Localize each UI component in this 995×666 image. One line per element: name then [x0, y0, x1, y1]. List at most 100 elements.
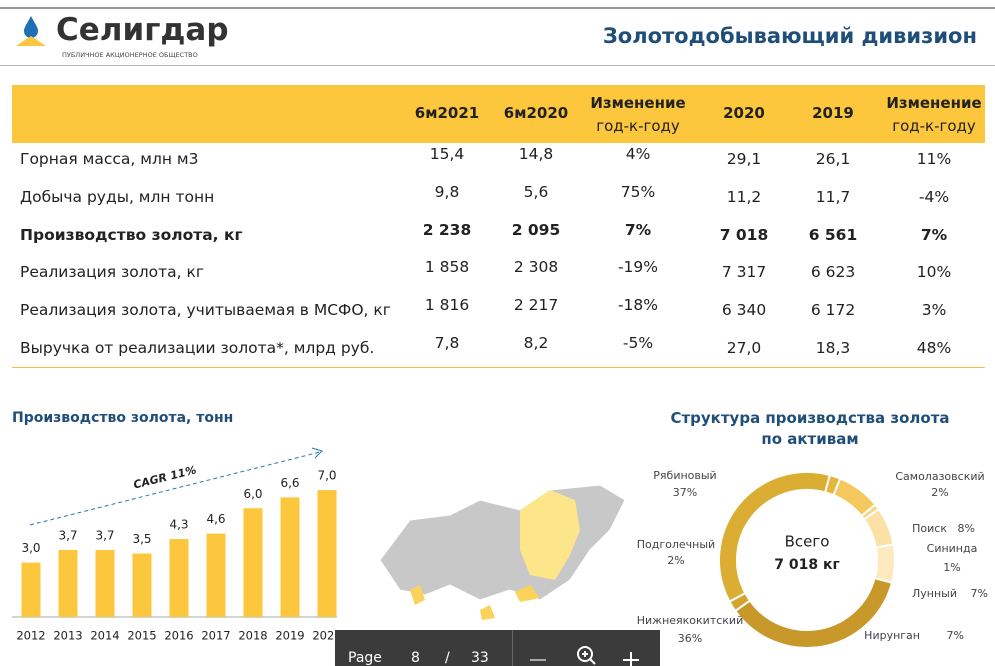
bar-chart: Производство золота, тонн CAGR 11% 3,020…	[12, 410, 342, 643]
slice-name: Поиск	[912, 522, 947, 535]
center-value: 7 018 кг	[774, 557, 840, 573]
slice-value: 8%	[958, 522, 975, 535]
slice-value: 7%	[947, 629, 964, 642]
cagr-arrowhead	[311, 447, 323, 459]
cell: 7 317	[721, 263, 767, 281]
value-label: 3,5	[132, 532, 151, 546]
column-header: 6м2020	[503, 104, 569, 122]
cell: 48%	[916, 339, 952, 357]
value-label: 3,7	[58, 528, 77, 542]
top-rule	[0, 7, 995, 9]
slide-title: Золотодобывающий дивизион	[602, 24, 977, 48]
table-header-band	[12, 85, 985, 143]
cell: 7,8	[434, 334, 460, 352]
bar	[169, 539, 189, 617]
cell: 14,8	[518, 145, 554, 163]
slice-value: 7%	[971, 587, 988, 600]
cell: -18%	[617, 296, 659, 314]
row-label: Выручка от реализации золота*, млрд руб.	[20, 339, 375, 357]
slice-name: Нирунган	[864, 629, 920, 642]
slice-name: Самолазовский	[895, 470, 984, 483]
cell: 29,1	[726, 150, 762, 168]
cell: 11%	[916, 150, 952, 168]
cell: 7 018	[719, 226, 769, 244]
x-tick-label: 2020	[312, 629, 341, 643]
cagr-arrow	[29, 451, 321, 526]
cell: 8,2	[523, 334, 549, 352]
cell: 1 816	[424, 296, 470, 314]
column-header: Изменение	[590, 94, 686, 112]
cell: 7%	[624, 221, 652, 239]
value-label: 3,7	[95, 528, 114, 542]
cell: -4%	[918, 188, 950, 206]
cell: 2 095	[511, 221, 561, 239]
value-label: 4,6	[206, 512, 225, 526]
x-tick-label: 2016	[164, 629, 193, 643]
column-header: 2020	[723, 104, 765, 122]
donut-segment	[718, 471, 832, 603]
bar	[243, 508, 263, 617]
cell: 27,0	[726, 339, 762, 357]
x-tick-label: 2017	[201, 629, 230, 643]
page-label: Page	[348, 650, 382, 666]
cell: 6 623	[810, 263, 856, 281]
chart-title: Структура производства золота по активам	[670, 409, 950, 448]
x-tick-label: 2019	[275, 629, 304, 643]
cell: 2 217	[513, 296, 559, 314]
slice-value: 2%	[931, 486, 948, 499]
cell: 7%	[920, 226, 948, 244]
slice-value: 37%	[673, 486, 697, 499]
cell: 10%	[916, 263, 952, 281]
bar	[280, 497, 300, 617]
donut-segment	[873, 543, 896, 585]
zoom-in[interactable]	[623, 652, 639, 666]
value-label: 4,3	[169, 518, 188, 532]
cell: 11,7	[815, 188, 851, 206]
bar	[206, 533, 226, 617]
toolbar: Page 8 / 33	[335, 630, 660, 666]
row-label: Реализация золота, кг	[20, 263, 204, 281]
row-label: Реализация золота, учитываемая в МСФО, к…	[20, 301, 391, 319]
map	[379, 484, 626, 620]
slice-value: 1%	[943, 561, 960, 574]
logo: Селигдар	[56, 12, 229, 48]
bar	[317, 490, 337, 617]
cell: 9,8	[434, 183, 460, 201]
header-rule	[0, 65, 995, 66]
x-tick-label: 2018	[238, 629, 267, 643]
value-label: 6,6	[280, 476, 299, 490]
x-tick-label: 2013	[53, 629, 82, 643]
row-label: Добыча руды, млн тонн	[20, 188, 215, 206]
cell: 15,4	[429, 145, 465, 163]
zoom-fit[interactable]	[577, 646, 596, 665]
page-separator: /	[445, 650, 450, 666]
slice-name: Лунный	[912, 587, 957, 600]
logo-icon	[16, 16, 46, 46]
x-tick-label: 2012	[16, 629, 45, 643]
cell: 75%	[620, 183, 656, 201]
column-header-sub: год-к-году	[892, 117, 976, 135]
column-header: 2019	[812, 104, 854, 122]
cell: 1 858	[424, 258, 470, 276]
page-total: 33	[471, 650, 489, 666]
bar	[95, 549, 115, 617]
value-label: 6,0	[243, 487, 262, 501]
cell: 5,6	[523, 183, 549, 201]
cell: 18,3	[815, 339, 851, 357]
toolbar-divider	[512, 630, 513, 666]
value-label: 3,0	[21, 541, 40, 555]
page-number[interactable]: 8	[411, 650, 420, 666]
row-label: Производство золота, кг	[20, 226, 243, 244]
cell: -19%	[617, 258, 659, 276]
cell: 6 172	[810, 301, 856, 319]
slice-name: Нижнеякокитский	[637, 614, 743, 627]
bar	[132, 553, 152, 617]
column-header-sub: год-к-году	[596, 117, 680, 135]
cell: 3%	[921, 301, 947, 319]
slice-name: Сининда	[927, 542, 978, 555]
cell: -5%	[622, 334, 654, 352]
slice-value: 36%	[678, 632, 702, 645]
value-label: 7,0	[317, 469, 336, 483]
